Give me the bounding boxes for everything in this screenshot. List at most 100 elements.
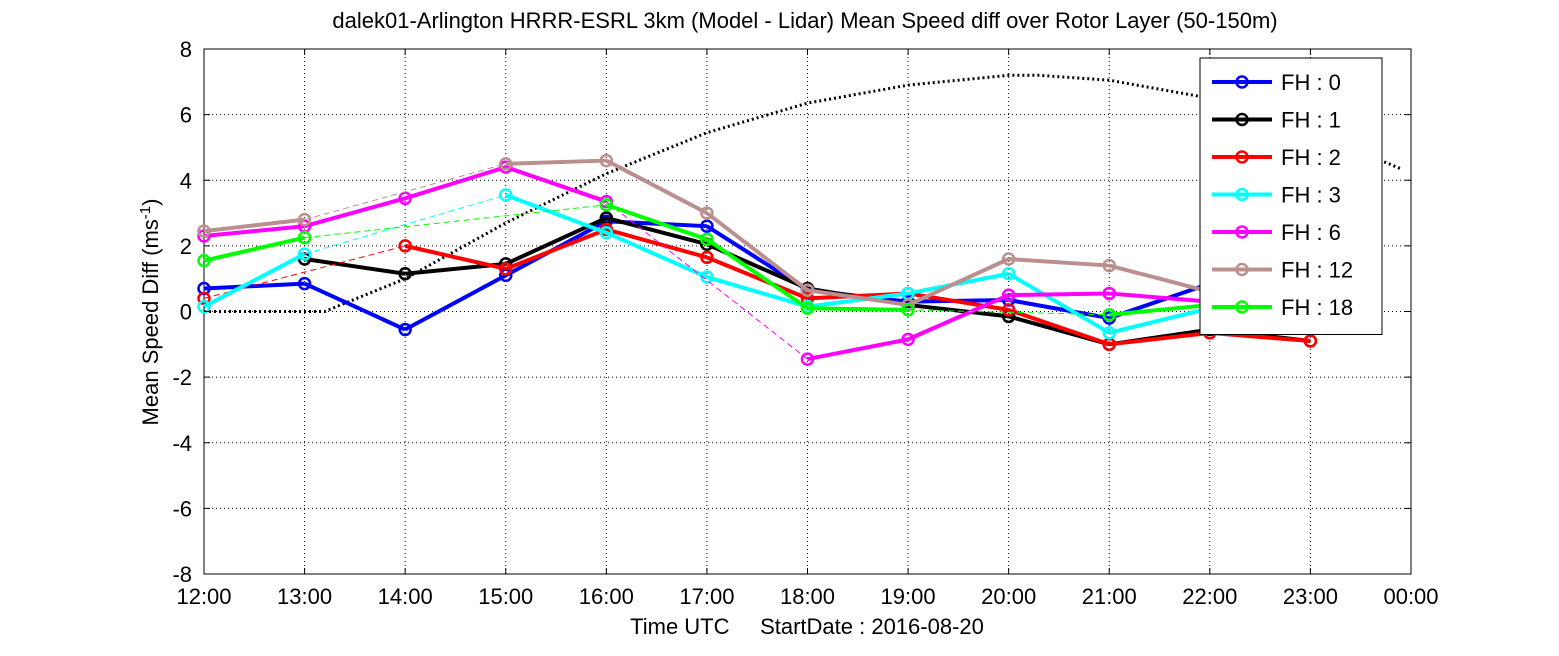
series-fh-6 xyxy=(197,160,1217,366)
data-point xyxy=(197,253,211,268)
data-point xyxy=(398,322,412,337)
series-segment xyxy=(404,165,507,201)
data-point xyxy=(800,283,815,297)
data-point xyxy=(499,262,513,276)
legend-label: FH : 6 xyxy=(1281,220,1341,245)
series-segment xyxy=(706,255,809,301)
series-segment xyxy=(605,216,708,247)
data-point xyxy=(1102,286,1116,301)
data-point xyxy=(599,198,614,212)
series-segment xyxy=(1109,330,1211,347)
series-segment xyxy=(203,252,306,309)
series-segment xyxy=(807,291,909,309)
legend-swatch-marker xyxy=(1235,262,1249,277)
data-point xyxy=(197,224,211,238)
data-point xyxy=(700,232,714,247)
data-point xyxy=(1001,288,1016,302)
legend-swatch-marker xyxy=(1235,75,1249,89)
series-segment xyxy=(304,196,406,229)
data-point xyxy=(499,188,513,202)
series-layer xyxy=(197,153,1318,366)
data-point xyxy=(800,301,815,315)
series-gap-segment xyxy=(304,194,506,255)
x-tick-label: 22:00 xyxy=(1182,584,1237,609)
series-segment xyxy=(706,275,809,309)
x-tick-label: 00:00 xyxy=(1383,584,1438,609)
series-gap-segment xyxy=(304,163,506,221)
series-segment xyxy=(203,224,305,239)
data-point xyxy=(1001,303,1016,317)
series-segment xyxy=(1008,298,1110,321)
legend-label: FH : 12 xyxy=(1281,258,1353,283)
series-segment xyxy=(807,306,909,312)
series-gap-segment xyxy=(908,309,1110,316)
legend-swatch-marker xyxy=(1235,150,1249,164)
series-segment xyxy=(807,337,909,362)
x-tick-label: 15:00 xyxy=(478,584,533,609)
series-segment xyxy=(807,288,909,307)
chart-title: dalek01-Arlington HRRR-ESRL 3km (Model -… xyxy=(332,8,1277,33)
data-point xyxy=(700,219,714,233)
data-point xyxy=(499,157,513,171)
x-tick-label: 14:00 xyxy=(378,584,433,609)
y-axis-label: Mean Speed Diff (ms-1) xyxy=(137,199,163,426)
data-point xyxy=(901,298,915,312)
series-segment xyxy=(304,257,406,276)
series-segment xyxy=(404,273,507,332)
data-point xyxy=(700,270,714,284)
data-point xyxy=(1001,267,1016,281)
reference-curve xyxy=(204,73,1402,313)
data-point xyxy=(1102,308,1116,322)
series-segment xyxy=(505,165,607,204)
axis-ticks: 12:00 13:00 14:00 15:00 16:00 17:00 18:00 19:00… xyxy=(172,37,1438,609)
series-segment xyxy=(705,237,809,310)
reference-curve-layer xyxy=(204,73,1402,313)
series-segment xyxy=(1008,257,1110,268)
data-point xyxy=(1102,258,1116,273)
y-tick-label: 8 xyxy=(180,37,192,62)
series-segment xyxy=(1108,306,1211,335)
legend-label: FH : 1 xyxy=(1281,108,1341,133)
data-point xyxy=(297,212,312,227)
data-point xyxy=(700,250,714,265)
series-segment xyxy=(1007,272,1111,335)
series-segment xyxy=(505,158,607,166)
series-segment xyxy=(404,243,507,271)
data-point xyxy=(599,226,614,240)
y-axis-label-superscript: -1 xyxy=(137,206,154,219)
series-segment xyxy=(605,230,708,279)
legend-label: FH : 2 xyxy=(1281,145,1341,170)
data-point xyxy=(499,257,513,271)
data-point xyxy=(1303,334,1318,348)
legend-label: FH : 0 xyxy=(1281,70,1341,95)
data-point xyxy=(1102,326,1116,340)
series-segment xyxy=(705,211,809,292)
x-tick-label: 23:00 xyxy=(1283,584,1338,609)
data-point xyxy=(901,303,915,317)
data-point xyxy=(297,247,312,261)
x-tick-label: 16:00 xyxy=(579,584,634,609)
series-segment xyxy=(605,227,708,260)
series-segment xyxy=(203,281,305,291)
series-segment xyxy=(1109,302,1211,317)
y-tick-label: 6 xyxy=(180,103,192,128)
legend-label: FH : 18 xyxy=(1281,295,1353,320)
legend-swatch-marker xyxy=(1235,300,1249,314)
data-point xyxy=(901,332,915,347)
data-point xyxy=(398,267,412,281)
series-segment xyxy=(1008,307,1110,347)
series-segment xyxy=(907,257,1010,307)
series-fh-2 xyxy=(197,222,1318,352)
x-tick-label: 20:00 xyxy=(981,584,1036,609)
series-segment xyxy=(1008,291,1110,298)
y-tick-label: -8 xyxy=(172,562,192,587)
series-segment xyxy=(1108,263,1211,294)
series-segment xyxy=(605,202,708,242)
legend-label: FH : 3 xyxy=(1281,183,1341,208)
y-tick-label: 4 xyxy=(180,168,192,193)
series-gap-segment xyxy=(606,201,808,360)
legend: FH : 0 FH : 1 FH : 2 FH : 3 FH : 6 FH : 12 FH … xyxy=(1199,57,1383,335)
series-segment xyxy=(505,193,608,235)
y-tick-label: 0 xyxy=(180,300,192,325)
